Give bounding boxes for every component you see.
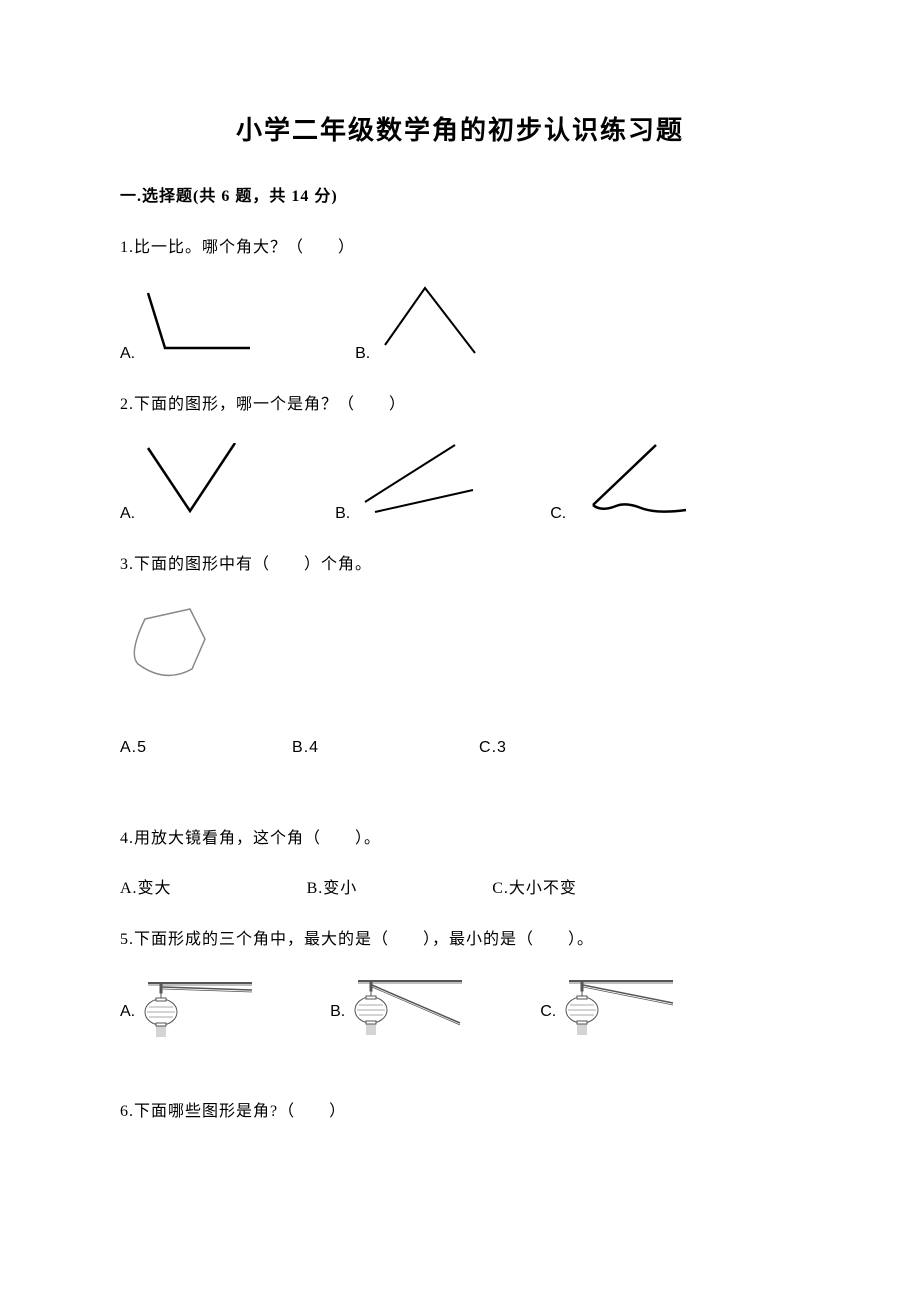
lantern-narrow-icon xyxy=(566,981,673,1035)
question-5-text: 5.下面形成的三个角中，最大的是（ ），最小的是（ ）。 xyxy=(120,926,800,955)
question-4-options: A.变大 B.变小 C.大小不变 xyxy=(120,874,800,898)
q5-figure-c xyxy=(561,975,676,1050)
question-3-text: 3.下面的图形中有（ ）个角。 xyxy=(120,551,800,580)
q2-figure-b xyxy=(355,440,480,523)
q5-option-c-label: C. xyxy=(540,1003,556,1021)
q5-option-a: A. xyxy=(120,977,255,1047)
two-lines-icon-2 xyxy=(375,490,473,512)
q4-option-c: C.大小不变 xyxy=(492,874,577,898)
q2-option-b: B. xyxy=(335,440,480,523)
angle-wide-icon xyxy=(148,293,250,348)
q2-option-b-label: B. xyxy=(335,505,350,523)
page-title: 小学二年级数学角的初步认识练习题 xyxy=(120,110,800,147)
q2-option-c-label: C. xyxy=(550,505,566,523)
q4-option-b: B.变小 xyxy=(307,874,358,898)
q3-option-b: B.4 xyxy=(292,739,319,757)
q1-option-b: B. xyxy=(355,283,485,363)
q5-option-b-label: B. xyxy=(330,1003,345,1021)
question-3-options: A.5 B.4 C.3 xyxy=(120,739,800,757)
lantern-wide-icon xyxy=(145,983,252,1037)
question-4-text: 4.用放大镜看角，这个角（ ）。 xyxy=(120,825,800,854)
q1-figure-a xyxy=(140,288,255,363)
q2-option-a-label: A. xyxy=(120,505,135,523)
angle-curved-icon-2 xyxy=(593,504,686,511)
question-2-options: A. B. C. xyxy=(120,440,800,523)
two-lines-icon xyxy=(365,445,455,502)
q5-option-a-label: A. xyxy=(120,1003,135,1021)
q1-option-b-label: B. xyxy=(355,345,370,363)
question-2-text: 2.下面的图形，哪一个是角？（ ） xyxy=(120,391,800,420)
angle-narrow-icon xyxy=(385,288,475,353)
pentagon-rounded-icon xyxy=(134,609,205,675)
q2-figure-c xyxy=(571,440,693,523)
question-1-text: 1.比一比。哪个角大？（ ） xyxy=(120,234,800,263)
q5-figure-b xyxy=(350,975,465,1050)
q2-figure-a xyxy=(140,443,240,523)
question-5-options: A. xyxy=(120,975,800,1050)
q3-option-c: C.3 xyxy=(479,739,507,757)
q5-figure-a xyxy=(140,977,255,1047)
q1-option-a: A. xyxy=(120,288,255,363)
q5-option-b: B. xyxy=(330,975,465,1050)
q3-option-a: A.5 xyxy=(120,739,147,757)
question-6-text: 6.下面哪些图形是角?（ ） xyxy=(120,1098,800,1127)
q2-option-a: A. xyxy=(120,443,240,523)
question-3-figure xyxy=(120,599,800,689)
q2-option-c: C. xyxy=(550,440,693,523)
q1-option-a-label: A. xyxy=(120,345,135,363)
angle-curved-icon xyxy=(593,445,656,505)
q5-option-c: C. xyxy=(540,975,676,1050)
v-shape-icon xyxy=(148,443,235,511)
q1-figure-b xyxy=(375,283,485,363)
q4-option-a: A.变大 xyxy=(120,874,172,898)
lantern-medium-icon xyxy=(355,981,462,1035)
question-1-options: A. B. xyxy=(120,283,800,363)
section-header: 一.选择题(共 6 题，共 14 分) xyxy=(120,182,800,206)
